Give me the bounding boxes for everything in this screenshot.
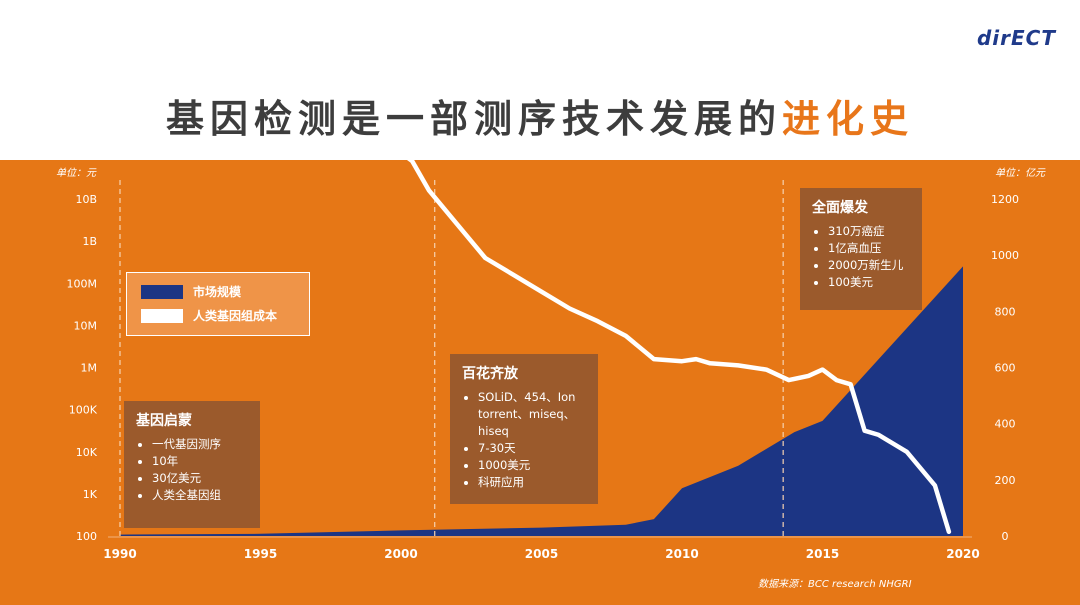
legend-swatch-cost	[141, 308, 183, 323]
data-source: 数据来源：BCC research NHGRI	[758, 579, 912, 590]
legend-label-cost: 人类基因组成本	[193, 309, 278, 323]
brand-logo: dirECT	[976, 26, 1056, 50]
y-right-tick-1200: 1200	[991, 193, 1019, 206]
phase-title: 百花齐放	[462, 366, 518, 382]
y-right-tick-600: 600	[995, 362, 1016, 375]
y-left-tick-10B: 10B	[75, 193, 97, 206]
phase-item: 10年	[152, 453, 248, 470]
y-left-tick-1M: 1M	[81, 362, 98, 375]
y-left-unit: 单位：元	[56, 167, 97, 179]
title-highlight: 进化史	[782, 97, 915, 141]
phase-item: 310万癌症	[828, 223, 910, 240]
legend-item-market: 市场规模	[141, 283, 241, 300]
page-title: 基因检测是一部测序技术发展的进化史	[0, 88, 1080, 143]
phase-item: 人类全基因组	[152, 487, 248, 504]
x-tick-1995: 1995	[244, 547, 277, 561]
phase-title: 全面爆发	[812, 200, 868, 216]
phase-item: 1亿高血压	[828, 240, 910, 257]
y-left-tick-1K: 1K	[83, 488, 98, 501]
series-area-market	[120, 266, 963, 536]
y-right-tick-1000: 1000	[991, 249, 1019, 262]
phase-item: 30亿美元	[152, 470, 248, 487]
chart: 1990 1995 2000 2005 2010 2015 202010B1B100M10M…	[56, 160, 1046, 561]
y-right-tick-400: 400	[995, 418, 1016, 431]
phase-item: 2000万新生儿	[828, 257, 910, 274]
y-left-tick-100K: 100K	[69, 404, 98, 417]
x-tick-2015: 2015	[806, 547, 839, 561]
phase-item: 100美元	[828, 274, 910, 291]
legend-swatch-market	[141, 284, 183, 299]
series-line-cost	[406, 160, 952, 535]
x-tick-2005: 2005	[525, 547, 558, 561]
title-main: 基因检测是一部测序技术发展的	[165, 97, 782, 141]
phase-box-explosion: 全面爆发 310万癌症 1亿高血压 2000万新生儿 100美元	[800, 188, 922, 310]
legend: 市场规模 人类基因组成本	[126, 272, 310, 336]
legend-label-market: 市场规模	[193, 285, 242, 299]
phase-item: 7-30天	[478, 440, 586, 457]
y-left-tick-100: 100	[76, 530, 97, 543]
y-right-unit: 单位：亿元	[995, 167, 1046, 179]
y-left-tick-10M: 10M	[74, 319, 98, 332]
phase-item: SOLiD、454、Ion torrent、miseq、hiseq	[478, 389, 586, 440]
y-right-tick-800: 800	[995, 305, 1016, 318]
y-right-tick-0: 0	[1002, 530, 1009, 543]
phase-box-bloom: 百花齐放 SOLiD、454、Ion torrent、miseq、hiseq 7…	[450, 354, 598, 504]
x-tick-2010: 2010	[665, 547, 698, 561]
phase-box-enlightenment: 基因启蒙 一代基因测序 10年 30亿美元 人类全基因组	[124, 401, 260, 528]
x-tick-2000: 2000	[384, 547, 417, 561]
x-tick-1990: 1990	[103, 547, 136, 561]
phase-item: 科研应用	[478, 474, 586, 491]
phase-title: 基因启蒙	[136, 413, 192, 429]
phase-item: 一代基因测序	[152, 436, 248, 453]
y-right-tick-200: 200	[995, 474, 1016, 487]
y-left-tick-1B: 1B	[82, 235, 97, 248]
y-left-tick-10K: 10K	[76, 446, 98, 459]
y-left-tick-100M: 100M	[67, 277, 98, 290]
phase-item: 1000美元	[478, 457, 586, 474]
legend-item-cost: 人类基因组成本	[141, 307, 277, 324]
x-tick-2020: 2020	[946, 547, 979, 561]
